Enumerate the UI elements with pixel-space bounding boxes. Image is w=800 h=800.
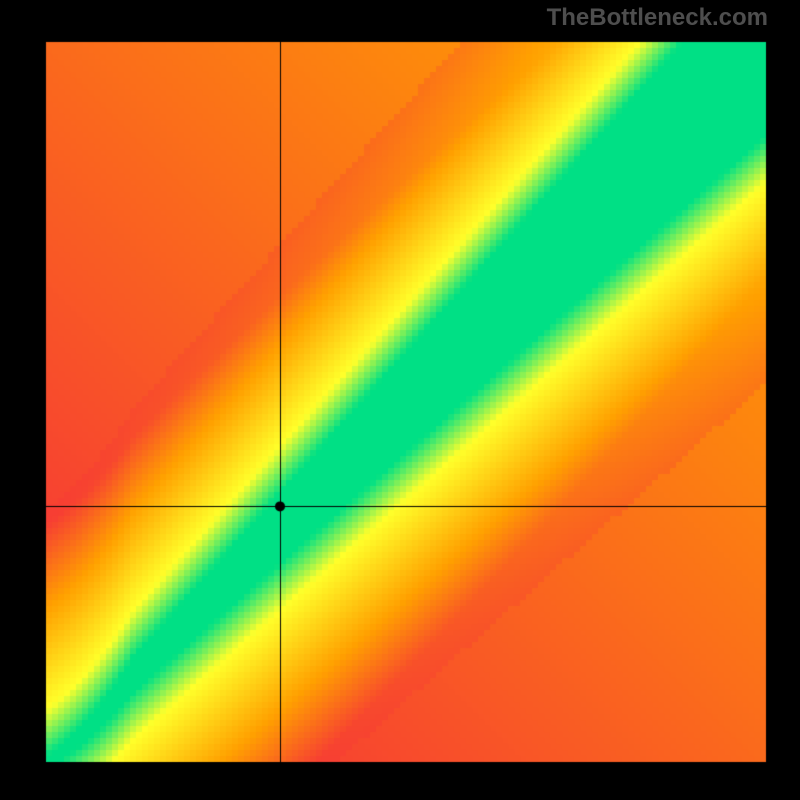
watermark-text: TheBottleneck.com [547,4,768,32]
bottleneck-heatmap [0,0,800,800]
